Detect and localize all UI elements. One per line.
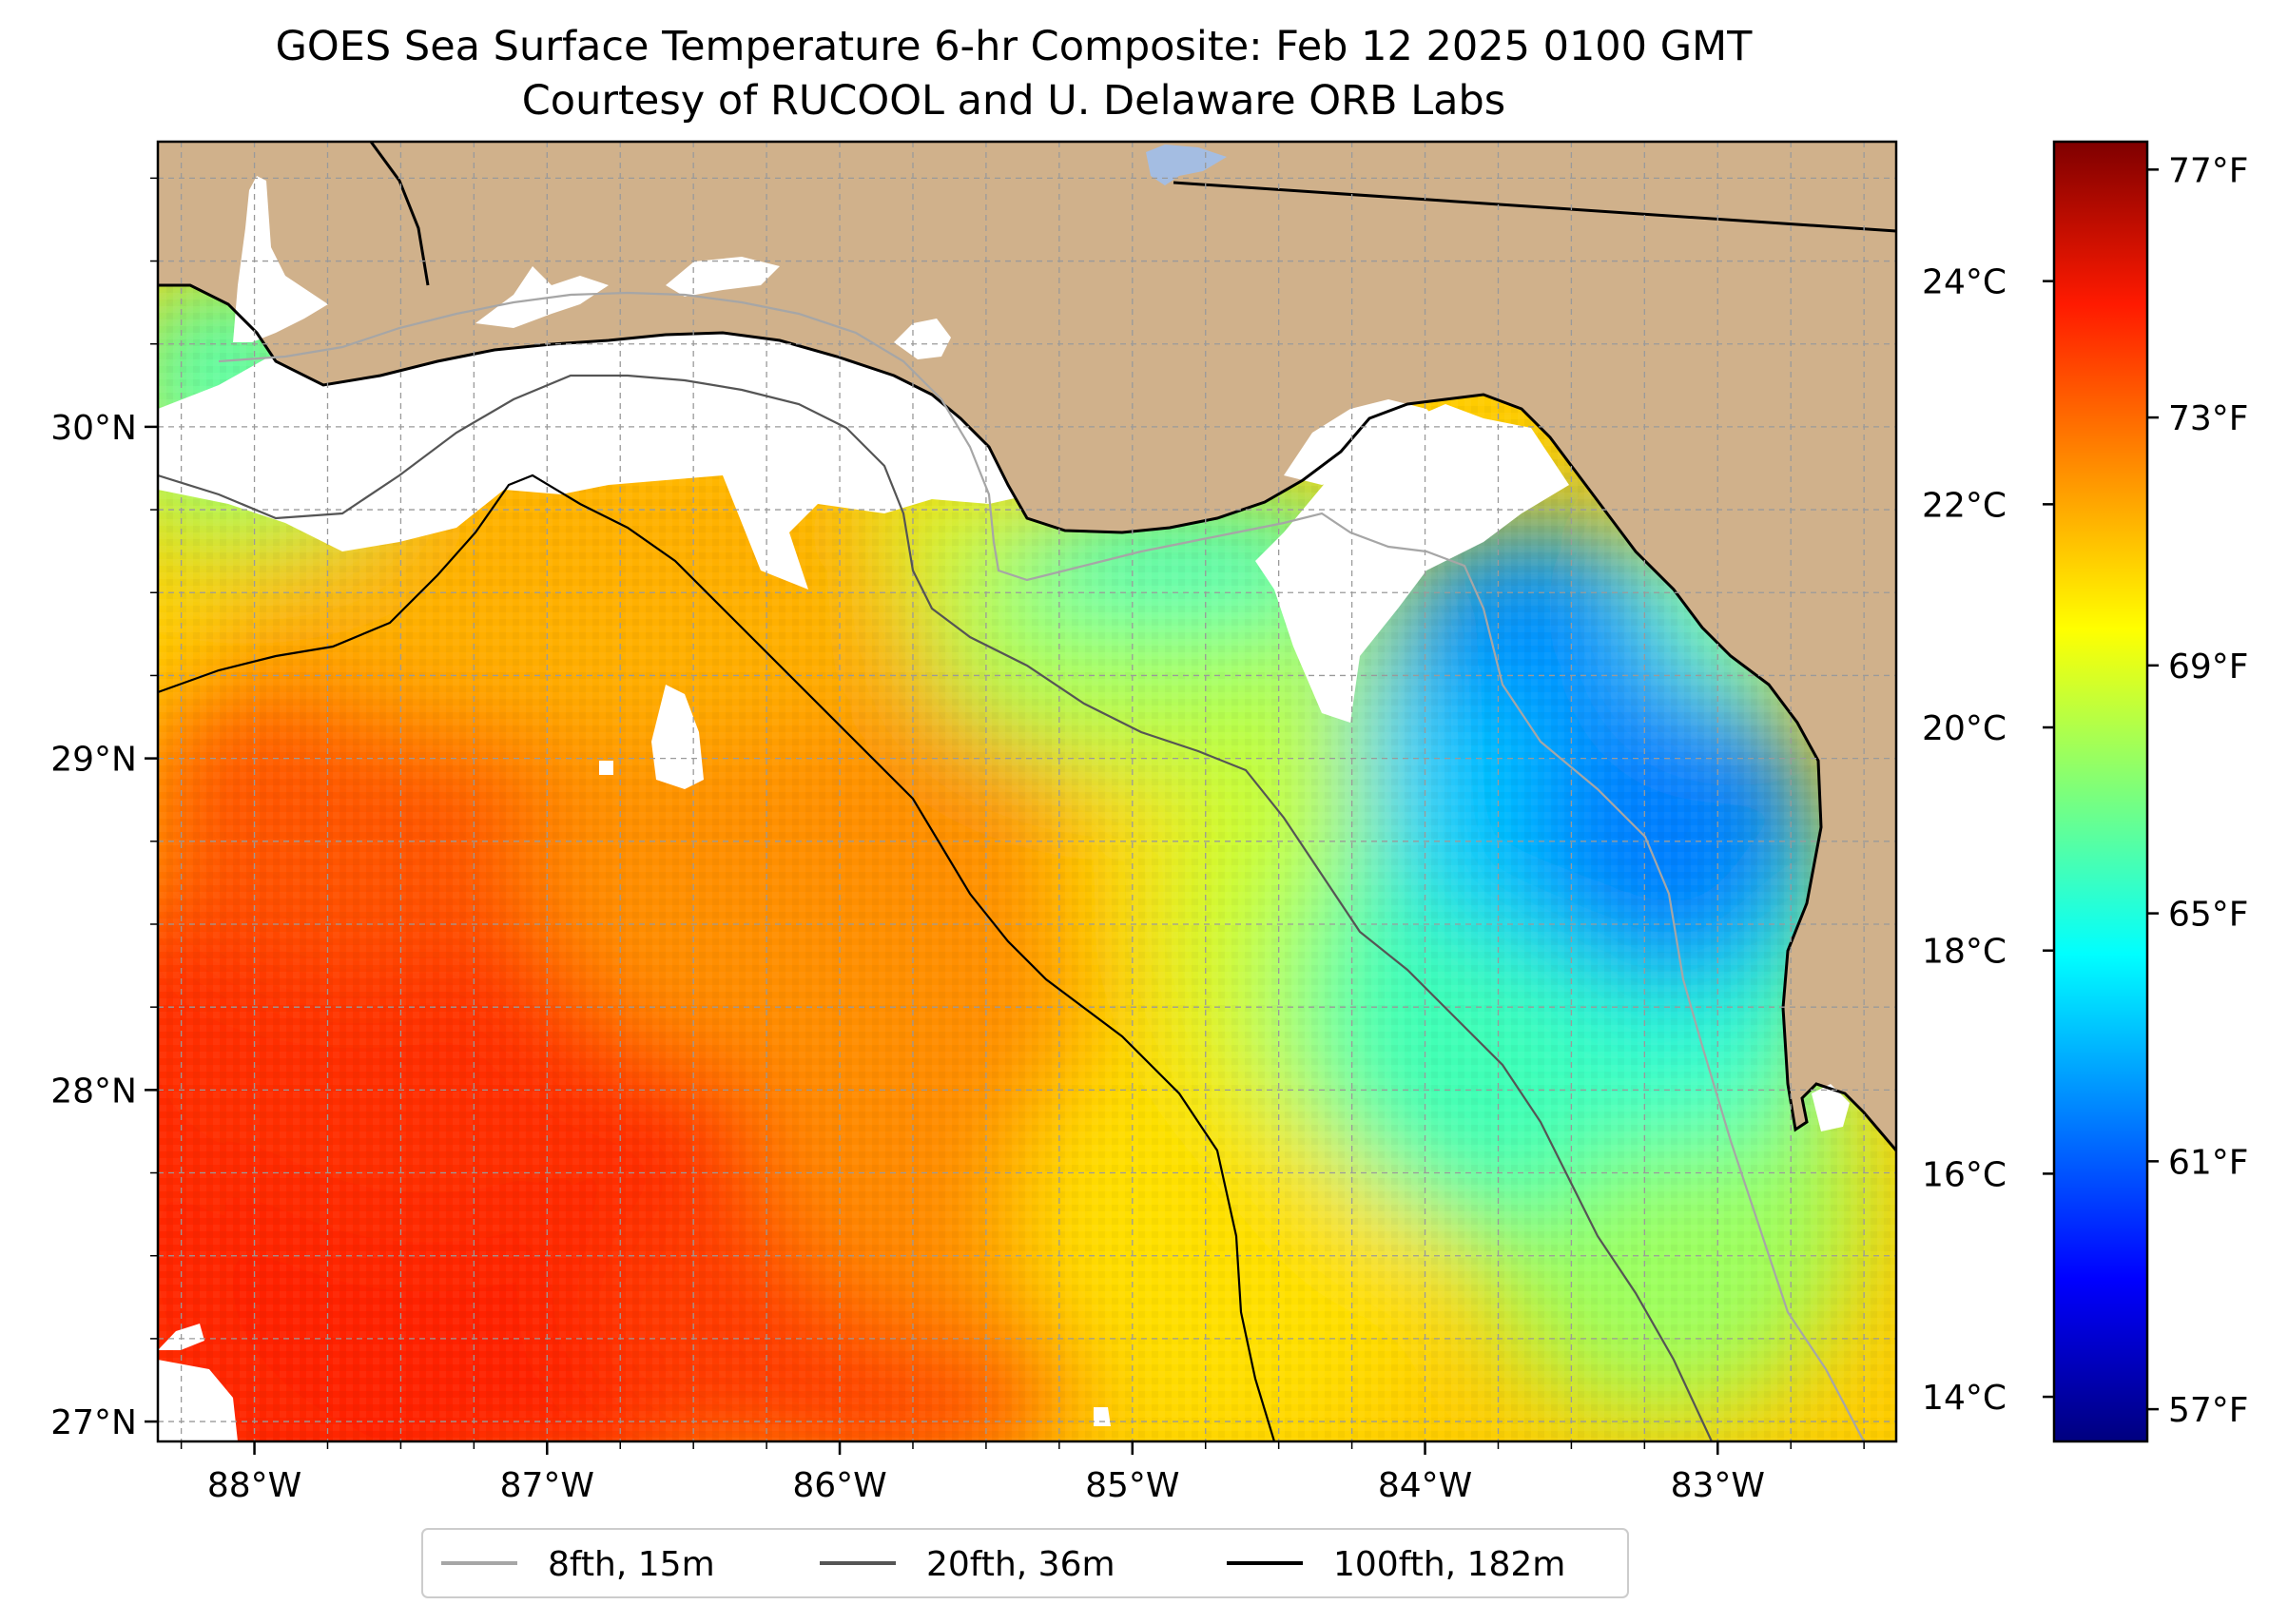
colorbar-fahrenheit-label: 65°F <box>2168 896 2249 935</box>
state-border-al <box>369 142 430 286</box>
pensacola-bay <box>475 266 609 328</box>
x-tick-label: 86°W <box>792 1466 886 1505</box>
legend-box <box>421 1528 1629 1598</box>
y-tick-label: 27°N <box>50 1403 137 1442</box>
gridlines <box>158 142 1896 1441</box>
x-tick-label: 85°W <box>1085 1466 1179 1505</box>
x-tick-label: 87°W <box>500 1466 594 1505</box>
colorbar-celsius-label: 16°C <box>1922 1155 2007 1194</box>
map-frame <box>156 140 1898 1443</box>
map-area <box>158 142 1896 1441</box>
lake <box>1146 145 1227 185</box>
st-andrews-bay <box>894 319 951 359</box>
legend-label: 20fth, 36m <box>926 1545 1115 1584</box>
colorbar-fahrenheit-label: 57°F <box>2168 1391 2249 1430</box>
coastline <box>158 283 1896 1151</box>
colorbar-fahrenheit-label: 73°F <box>2168 399 2249 438</box>
title-line-2: Courtesy of RUCOOL and U. Delaware ORB L… <box>522 77 1505 125</box>
x-tick-label: 83°W <box>1671 1466 1765 1505</box>
y-tick-label: 28°N <box>50 1072 137 1111</box>
colorbar-bar <box>2052 140 2149 1443</box>
legend-items: 8fth, 15m 20fth, 36m 100fth, 182m <box>441 1545 1565 1584</box>
colorbar-celsius-label: 18°C <box>1922 933 2007 972</box>
isobath-100fth <box>158 474 1276 1441</box>
choctawhatchee-bay <box>666 257 780 297</box>
x-tick-label: 84°W <box>1378 1466 1472 1505</box>
colorbar-fahrenheit-label: 69°F <box>2168 648 2249 686</box>
mobile-bay <box>233 176 328 342</box>
colorbar-celsius-label: 14°C <box>1922 1379 2007 1418</box>
y-axis: 30°N 29°N 28°N 27°N <box>50 177 158 1442</box>
colorbar-celsius-axis: 24°C 22°C 20°C 18°C 16°C 14°C <box>1922 263 2054 1418</box>
legend: 8fth, 15m 20fth, 36m 100fth, 182m <box>421 1528 1629 1598</box>
colorbar-celsius-label: 24°C <box>1922 263 2007 302</box>
land-mass <box>158 142 1896 1150</box>
colorbar-fahrenheit-axis: 77°F 73°F 69°F 65°F 61°F 57°F <box>2147 151 2249 1430</box>
colorbar-celsius-label: 20°C <box>1922 709 2007 748</box>
legend-label: 100fth, 182m <box>1333 1545 1565 1584</box>
state-border <box>1173 181 1896 233</box>
colorbar-celsius-label: 22°C <box>1922 486 2007 525</box>
tampa-bay <box>1812 1084 1850 1131</box>
isobath-8fth <box>218 291 1865 1441</box>
y-tick-label: 29°N <box>50 741 137 780</box>
isobath-20fth <box>158 374 1713 1441</box>
x-tick-label: 88°W <box>207 1466 301 1505</box>
colorbar-fahrenheit-label: 61°F <box>2168 1143 2249 1182</box>
x-axis: 88°W 87°W 86°W 85°W 84°W 83°W <box>180 1441 1865 1505</box>
y-tick-label: 30°N <box>50 409 137 448</box>
isobaths <box>158 291 1865 1441</box>
colorbar: 24°C 22°C 20°C 18°C 16°C 14°C 77°F 73°F 69°F 65°… <box>1922 140 2249 1443</box>
legend-label: 8fth, 15m <box>548 1545 715 1584</box>
colorbar-fahrenheit-label: 77°F <box>2168 151 2249 190</box>
title-line-1: GOES Sea Surface Temperature 6-hr Compos… <box>276 23 1754 70</box>
